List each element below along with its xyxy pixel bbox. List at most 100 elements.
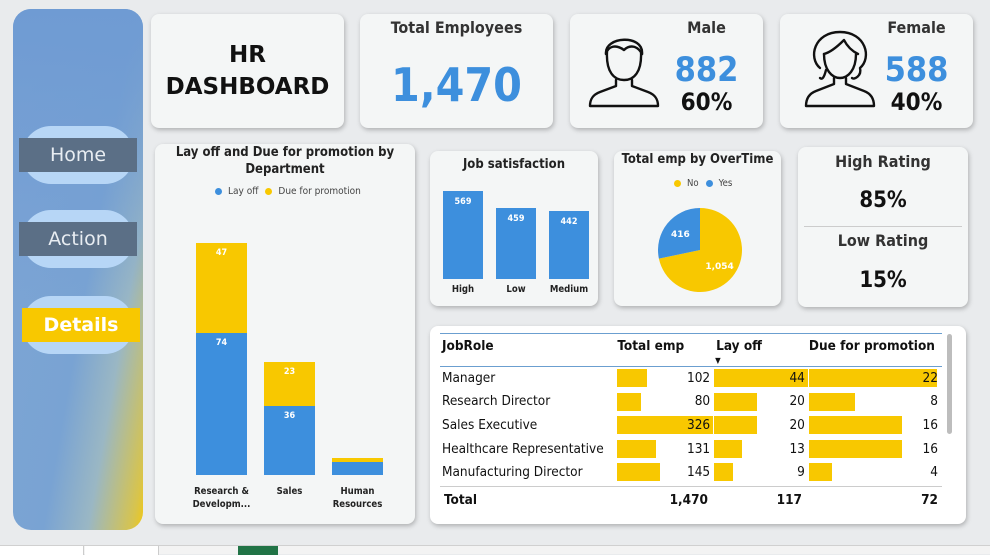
legend-no-swatch (674, 180, 681, 187)
table-scrollbar[interactable] (947, 334, 952, 434)
layoff-bar (332, 461, 383, 475)
nav-action-button[interactable]: Action (19, 210, 137, 268)
pie-slice-no (658, 208, 742, 292)
table-row[interactable]: Manager 102 44 22 (442, 366, 942, 390)
promotion-value-label: 47 (215, 247, 228, 258)
overtime-card: Total emp by OverTime No Yes 1,054 416 (614, 151, 781, 306)
cell-value: 8 (930, 393, 938, 410)
data-bar (714, 416, 757, 435)
category-label: Sales (276, 486, 303, 497)
header-total-emp[interactable]: Total emp (617, 338, 685, 354)
layoff-cell: 20 (714, 390, 809, 414)
page-tab-2[interactable] (85, 546, 159, 555)
female-count: 588 (884, 50, 949, 90)
dashboard-title-card: HR DASHBOARD (151, 14, 344, 128)
table-row[interactable]: Sales Executive 326 20 16 (442, 413, 942, 437)
total-emp-cell: 80 (617, 390, 714, 414)
satisfaction-value-label: 459 (507, 214, 525, 225)
cell-value: 16 (922, 416, 938, 433)
cell-value: 13 (789, 440, 805, 457)
cell-value: 20 (789, 416, 805, 433)
layoff-cell: 20 (714, 413, 809, 437)
female-card: Female 588 40% (780, 14, 973, 128)
data-bar (617, 392, 641, 411)
data-bar (808, 439, 902, 458)
pie-slice-yes (658, 208, 700, 259)
cell-value: 145 (686, 464, 711, 481)
layoff-chart-legend: Lay off Due for promotion (215, 186, 361, 197)
satisfaction-bar (496, 208, 536, 279)
male-label: Male (687, 18, 726, 37)
jobrole-cell: Manufacturing Director (442, 464, 583, 481)
data-bar (617, 463, 661, 482)
legend-promotion-label: Due for promotion (278, 186, 361, 197)
data-bar (808, 369, 937, 387)
total-label: Total (444, 492, 477, 508)
jobrole-cell: Research Director (442, 393, 551, 410)
cell-value: 16 (922, 440, 938, 457)
header-due-promotion[interactable]: Due for promotion (808, 338, 935, 354)
header-layoff-label: Lay off (716, 338, 763, 354)
data-bar (714, 439, 742, 458)
data-bar (714, 463, 734, 482)
pie-value-label: 1,054 (705, 262, 733, 272)
category-label: Research & Developm... (192, 486, 251, 510)
category-label: Human Resources (332, 486, 383, 510)
low-rating-label: Low Rating (837, 231, 929, 250)
table-row[interactable]: Research Director 80 20 8 (442, 390, 942, 414)
overtime-title: Total emp by OverTime (621, 152, 774, 167)
table-row[interactable]: Healthcare Representative 131 13 16 (442, 437, 942, 461)
male-count: 882 (674, 50, 739, 90)
table-total-row: Total 1,470 117 72 (442, 492, 942, 512)
legend-yes-label: Yes (718, 178, 733, 189)
page-tab-active[interactable] (238, 546, 278, 555)
cell-value: 326 (686, 416, 711, 433)
job-satisfaction-card: Job satisfaction 569 High 459 Low 442 Medium (430, 151, 598, 306)
total-layoff-sum: 117 (776, 492, 802, 508)
rating-divider (804, 226, 962, 227)
nav-details-button[interactable]: Details (22, 296, 140, 354)
total-emp-cell: 102 (617, 366, 714, 390)
promotion-cell: 16 (808, 437, 942, 461)
legend-layoff-label: Lay off (228, 186, 259, 197)
female-percent: 40% (890, 88, 943, 116)
sidebar: Home Action Details (13, 9, 143, 530)
pie-value-label: 416 (671, 230, 690, 240)
total-emp-cell: 326 (617, 413, 714, 437)
cell-value: 44 (789, 369, 805, 386)
rating-card: High Rating 85% Low Rating 15% (798, 147, 968, 307)
cell-value: 22 (922, 369, 938, 386)
cell-value: 102 (686, 369, 711, 386)
header-jobrole[interactable]: JobRole (442, 338, 494, 354)
page-tab-1[interactable] (0, 546, 84, 555)
total-employees-card: Total Employees 1,470 (360, 14, 553, 128)
promotion-cell: 16 (808, 413, 942, 437)
satisfaction-value-label: 569 (454, 197, 472, 208)
promotion-cell: 8 (808, 390, 942, 414)
header-layoff[interactable]: Lay off ▼ (714, 336, 809, 366)
cell-value: 131 (686, 440, 711, 457)
jobrole-cell: Sales Executive (442, 416, 538, 433)
satisfaction-value-label: 442 (560, 216, 578, 227)
satisfaction-bar (549, 210, 589, 279)
layoff-bar (196, 332, 247, 475)
layoff-value-label: 74 (215, 337, 228, 348)
overtime-pie: 1,054 416 (658, 208, 742, 292)
cell-value: 20 (789, 393, 805, 410)
sort-desc-icon[interactable]: ▼ (715, 356, 721, 365)
promotion-bar (264, 361, 315, 406)
data-bar (617, 416, 714, 435)
promotion-cell: 4 (808, 460, 942, 484)
high-rating-label: High Rating (835, 152, 931, 171)
total-emp-cell: 145 (617, 460, 714, 484)
job-satisfaction-title: Job satisfaction (462, 157, 566, 172)
nav-home-button[interactable]: Home (19, 126, 137, 184)
overtime-legend: No Yes (674, 178, 732, 189)
promotion-cell: 22 (808, 366, 942, 390)
jobrole-table: JobRole Total emp Lay off ▼ Due for promo… (442, 336, 942, 484)
cell-value: 9 (797, 464, 805, 481)
table-row[interactable]: Manufacturing Director 145 9 4 (442, 460, 942, 484)
legend-yes-swatch (705, 180, 713, 187)
data-bar (617, 369, 648, 387)
total-promotion-sum: 72 (921, 492, 938, 508)
